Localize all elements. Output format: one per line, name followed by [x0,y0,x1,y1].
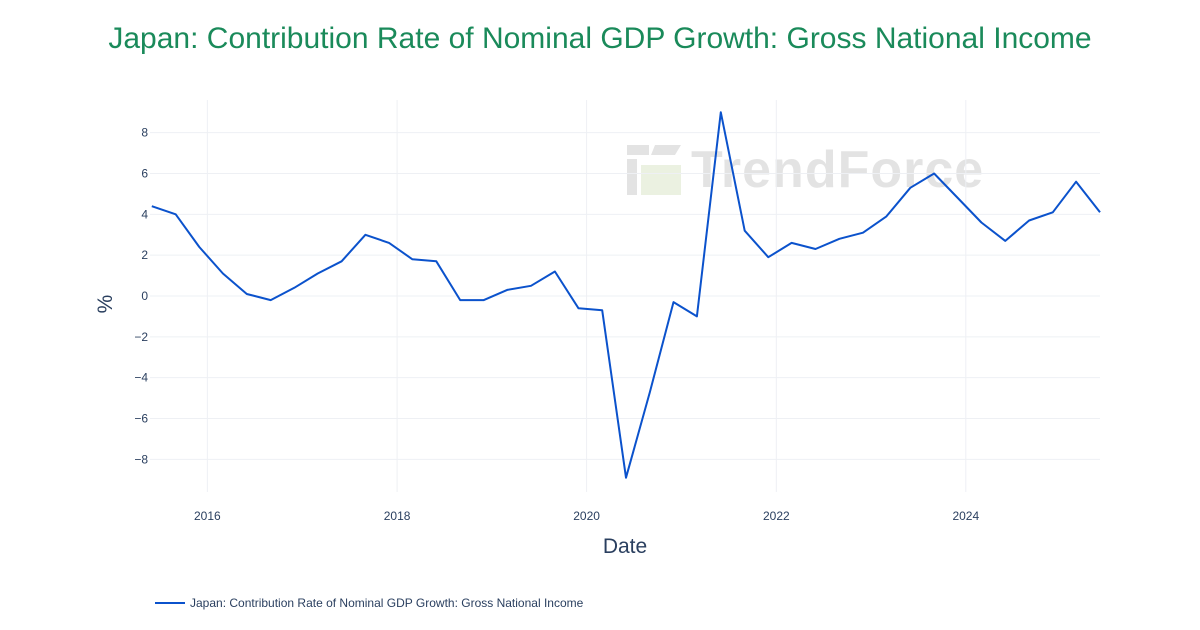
legend[interactable]: Japan: Contribution Rate of Nominal GDP … [155,596,583,610]
legend-swatch [155,602,185,604]
y-tick-label: 4 [141,207,148,221]
legend-label: Japan: Contribution Rate of Nominal GDP … [190,596,584,610]
y-gridlines [150,132,1100,460]
y-tick-label: −2 [134,330,148,344]
x-axis-title: Date [603,535,647,558]
watermark-text: TrendForce [691,141,985,199]
y-tick-labels: 8 6 4 2 0 −2 −4 −6 −8 [134,126,148,467]
trendforce-logo-icon [625,141,683,199]
y-tick-label: −8 [134,452,148,466]
y-tick-label: 8 [141,126,148,140]
y-tick-label: −6 [134,412,148,426]
y-tick-label: −4 [134,371,148,385]
x-tick-labels: 2016 2018 2020 2022 2024 [194,509,979,523]
x-tick-label: 2022 [763,509,790,523]
y-tick-label: 2 [141,248,148,262]
watermark: TrendForce [625,140,984,200]
chart-title: Japan: Contribution Rate of Nominal GDP … [108,22,1092,55]
y-tick-label: 6 [141,167,148,181]
x-tick-label: 2018 [384,509,411,523]
series-line [151,111,1101,479]
y-axis-title: % [94,295,117,314]
x-tick-label: 2024 [952,509,979,523]
y-tick-label: 0 [141,289,148,303]
x-tick-label: 2020 [573,509,600,523]
x-tick-label: 2016 [194,509,221,523]
